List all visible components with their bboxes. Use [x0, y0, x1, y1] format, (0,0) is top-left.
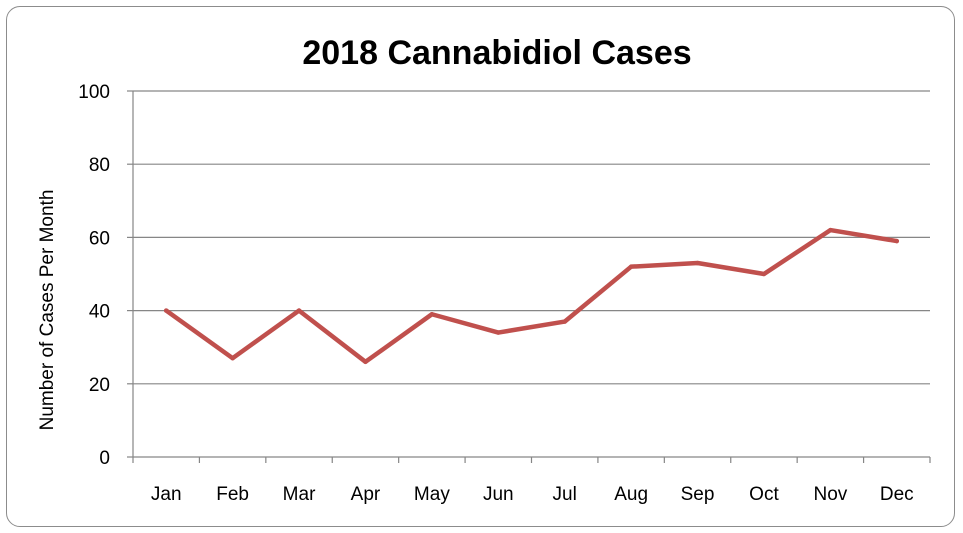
x-tick-label-oct: Oct	[749, 484, 779, 505]
y-tick-labels: 0 20 40 60 80 100	[78, 82, 110, 469]
data-point-sep	[695, 260, 700, 266]
data-point-feb	[230, 355, 235, 361]
x-tick-label-jan: Jan	[151, 484, 182, 505]
x-tick-label-jun: Jun	[483, 484, 514, 505]
series-layer	[163, 227, 900, 365]
x-tick-label-nov: Nov	[813, 484, 847, 505]
data-point-jan	[164, 308, 169, 313]
data-point-dec	[894, 238, 899, 244]
data-point-may	[429, 312, 435, 317]
x-tick-label-may: May	[414, 484, 450, 505]
x-tick-label-dec: Dec	[880, 484, 914, 505]
y-tick-label: 60	[89, 228, 110, 249]
y-tick-label: 80	[89, 155, 110, 176]
y-tick-label: 100	[78, 82, 110, 103]
data-point-aug	[628, 264, 634, 269]
y-axis-label: Number of Cases Per Month	[37, 190, 58, 431]
data-point-nov	[828, 227, 833, 233]
data-point-jun	[496, 330, 501, 335]
x-tick-label-mar: Mar	[283, 484, 316, 505]
x-tick-labels: Jan Feb Mar Apr May Jun Jul Aug Sep Oct Nov Dec	[151, 484, 914, 505]
axes	[127, 90, 931, 463]
chart-frame	[6, 6, 955, 527]
x-tick-label-apr: Apr	[351, 484, 381, 505]
x-tick-label-jul: Jul	[553, 484, 577, 505]
series-line-0	[163, 227, 900, 365]
y-tick-label: 20	[89, 375, 110, 396]
data-point-oct	[761, 271, 767, 277]
y-tick-label: 0	[99, 448, 110, 469]
data-point-mar	[296, 308, 302, 313]
chart-title: 2018 Cannabidiol Cases	[302, 34, 691, 72]
x-tick-label-feb: Feb	[216, 484, 249, 505]
grid-lines	[133, 90, 930, 385]
y-tick-label: 40	[89, 302, 110, 323]
data-point-apr	[363, 359, 368, 365]
x-tick-label-sep: Sep	[681, 484, 715, 505]
data-point-jul	[562, 319, 567, 324]
x-tick-label-aug: Aug	[614, 484, 648, 505]
